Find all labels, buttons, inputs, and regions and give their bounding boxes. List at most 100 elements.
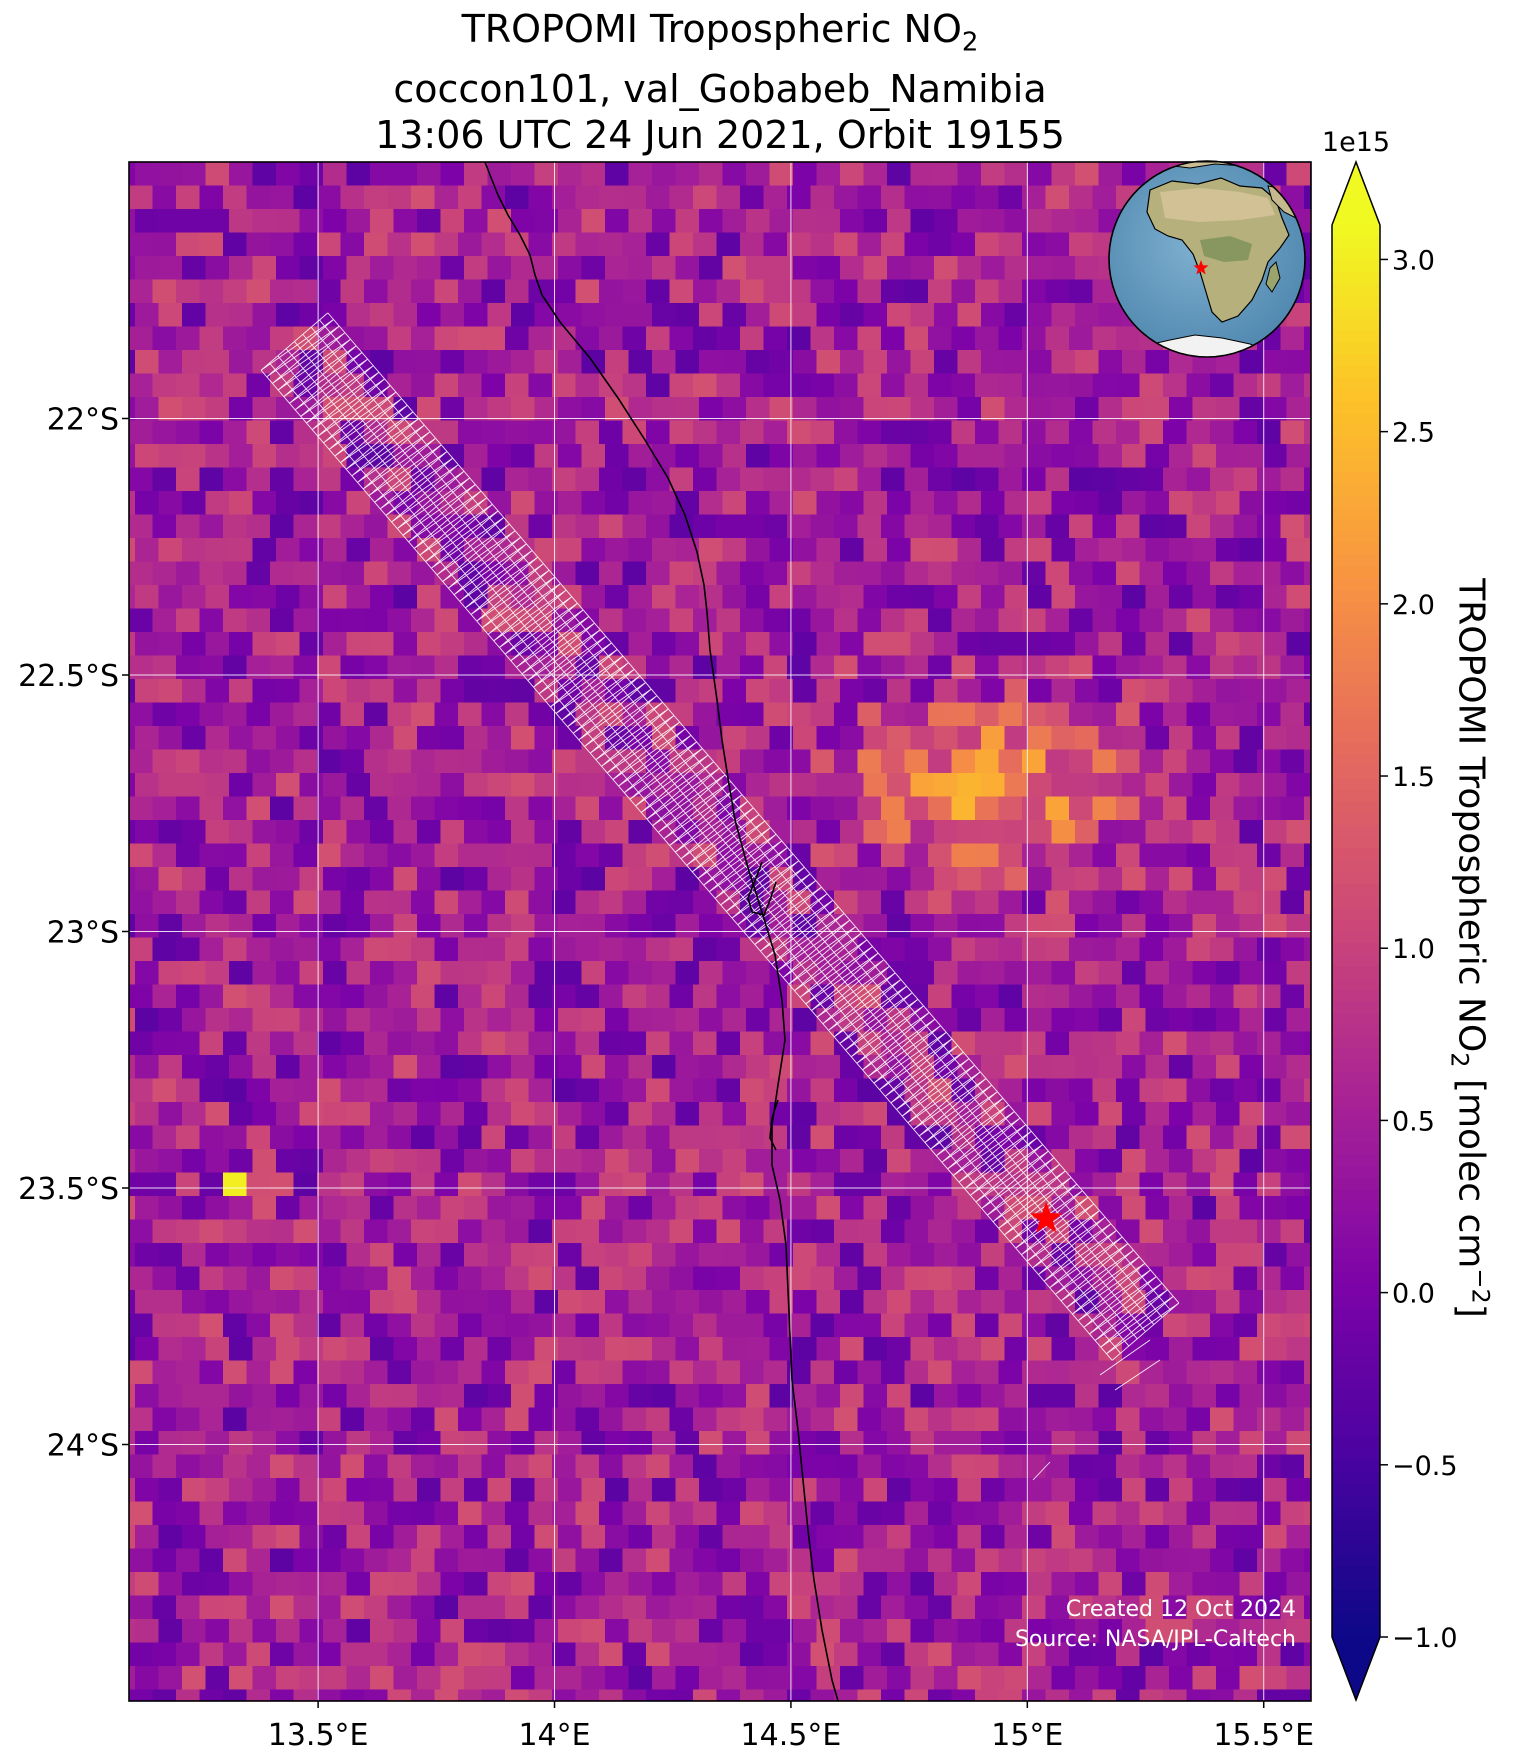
no2-pixel	[652, 1666, 677, 1691]
no2-pixel	[393, 1666, 418, 1691]
no2-pixel	[1239, 914, 1264, 939]
no2-pixel	[558, 1525, 583, 1550]
no2-pixel	[998, 702, 1023, 727]
no2-pixel	[834, 1172, 859, 1197]
no2-pixel	[793, 538, 818, 563]
no2-pixel	[1028, 491, 1053, 516]
no2-pixel	[904, 1642, 929, 1667]
no2-pixel	[129, 585, 136, 610]
no2-pixel	[464, 1243, 489, 1268]
gridlines	[129, 162, 1311, 1701]
no2-pixel	[346, 726, 371, 751]
no2-pixel	[199, 1360, 224, 1385]
no2-pixel	[857, 467, 882, 492]
no2-pixel	[387, 890, 412, 915]
no2-pixel	[934, 491, 959, 516]
no2-pixel	[881, 279, 906, 304]
no2-pixel	[199, 162, 224, 163]
no2-pixel	[370, 1008, 395, 1033]
no2-pixel	[205, 1619, 230, 1644]
no2-pixel	[887, 1243, 912, 1268]
no2-pixel	[1280, 608, 1305, 633]
no2-pixel	[487, 209, 512, 234]
no2-pixel	[364, 1548, 389, 1573]
no2-pixel	[511, 1243, 536, 1268]
no2-pixel	[1145, 350, 1170, 375]
no2-pixel	[276, 1149, 301, 1174]
no2-pixel	[182, 679, 207, 704]
no2-pixel	[135, 867, 160, 892]
no2-pixel	[1280, 1078, 1305, 1103]
no2-pixel	[857, 843, 882, 868]
no2-pixel	[135, 1196, 160, 1221]
no2-pixel	[505, 162, 530, 163]
no2-pixel	[158, 1525, 183, 1550]
no2-pixel	[581, 1337, 606, 1362]
no2-pixel	[1216, 1384, 1241, 1409]
no2-pixel	[1004, 1055, 1029, 1080]
no2-pixel	[246, 796, 271, 821]
no2-pixel	[340, 1266, 365, 1291]
no2-pixel	[1122, 1102, 1147, 1127]
no2-pixel	[1163, 843, 1188, 868]
no2-pixel	[246, 1313, 271, 1338]
no2-pixel	[135, 444, 160, 469]
no2-pixel	[270, 937, 295, 962]
no2-pixel	[934, 1243, 959, 1268]
no2-pixel	[1051, 820, 1076, 845]
no2-pixel	[1280, 1548, 1305, 1573]
no2-pixel	[1075, 350, 1100, 375]
no2-pixel	[810, 1360, 835, 1385]
no2-pixel	[669, 279, 694, 304]
no2-pixel	[716, 420, 741, 445]
no2-pixel	[1045, 514, 1070, 539]
colorbar-tick-label: 1.0	[1392, 934, 1435, 965]
no2-pixel	[135, 1384, 160, 1409]
no2-pixel	[1163, 1078, 1188, 1103]
no2-pixel	[763, 1689, 788, 1701]
no2-pixel	[370, 1290, 395, 1315]
no2-pixel	[323, 1149, 348, 1174]
no2-pixel	[434, 608, 459, 633]
no2-pixel	[317, 1078, 342, 1103]
no2-pixel	[129, 1055, 136, 1080]
no2-pixel	[434, 1595, 459, 1620]
no2-pixel	[722, 1243, 747, 1268]
no2-pixel	[1069, 1078, 1094, 1103]
no2-pixel	[205, 538, 230, 563]
no2-pixel	[1210, 843, 1235, 868]
no2-pixel	[605, 961, 630, 986]
no2-pixel	[252, 1102, 277, 1127]
no2-pixel	[981, 209, 1006, 234]
no2-pixel	[481, 702, 506, 727]
no2-pixel	[1239, 961, 1264, 986]
no2-pixel	[1263, 1102, 1288, 1127]
no2-pixel	[481, 843, 506, 868]
no2-pixel	[464, 1666, 489, 1691]
no2-pixel	[293, 1125, 318, 1150]
no2-pixel	[182, 1431, 207, 1456]
no2-pixel	[411, 608, 436, 633]
no2-pixel	[152, 1548, 177, 1573]
no2-pixel	[323, 1290, 348, 1315]
no2-pixel	[458, 232, 483, 257]
no2-pixel	[1239, 350, 1264, 375]
no2-pixel	[1069, 1689, 1094, 1701]
no2-pixel	[129, 702, 154, 727]
no2-pixel	[1139, 608, 1164, 633]
no2-pixel	[511, 491, 536, 516]
no2-pixel	[464, 209, 489, 234]
no2-pixel	[787, 162, 812, 163]
no2-pixel	[276, 1008, 301, 1033]
no2-pixel	[575, 561, 600, 586]
no2-pixel	[1098, 350, 1123, 375]
no2-pixel	[1116, 326, 1141, 351]
lon-tick-label: 15°E	[991, 1718, 1063, 1752]
no2-pixel	[646, 373, 671, 398]
no2-pixel	[199, 702, 224, 727]
no2-pixel	[1116, 1360, 1141, 1385]
no2-pixel	[693, 1031, 718, 1056]
no2-pixel	[628, 350, 653, 375]
no2-pixel	[934, 1478, 959, 1503]
no2-pixel	[340, 1125, 365, 1150]
